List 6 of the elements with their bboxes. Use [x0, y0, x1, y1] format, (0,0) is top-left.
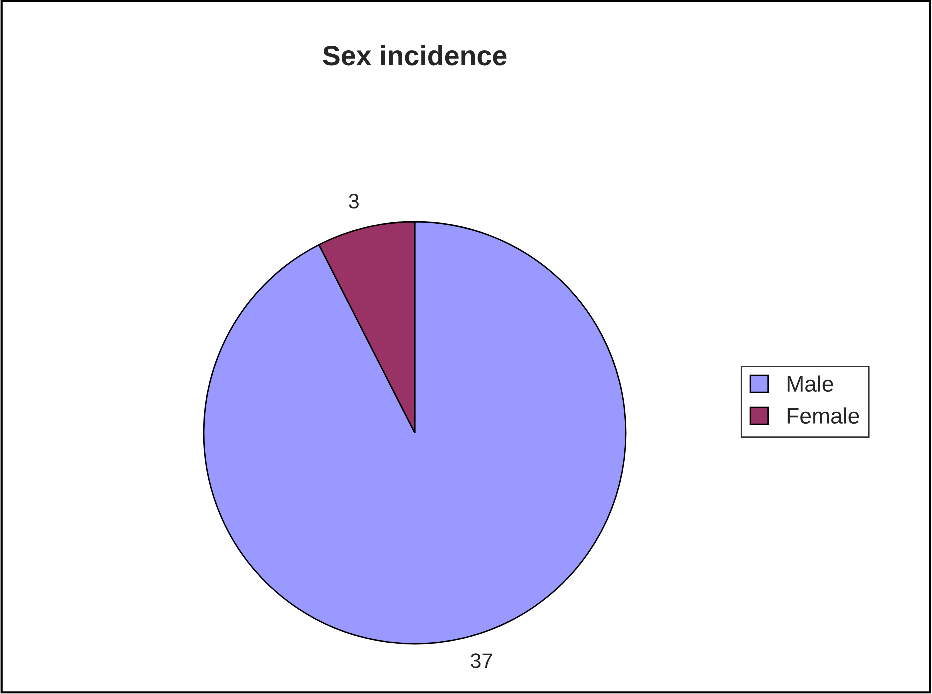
- chart-title: Sex incidence: [323, 45, 507, 66]
- data-label: 37: [470, 654, 492, 668]
- legend-label: Female: [788, 408, 860, 424]
- pie-slice: [203, 221, 627, 645]
- data-label: 3: [349, 194, 359, 209]
- legend-label: Male: [788, 376, 834, 392]
